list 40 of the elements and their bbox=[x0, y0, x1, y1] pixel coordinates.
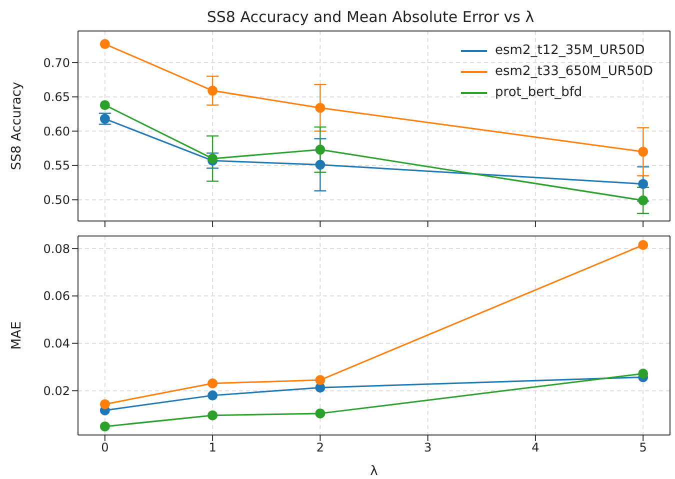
legend-label: prot_bert_bfd bbox=[495, 84, 582, 102]
legend-label: esm2_t12_35M_UR50D bbox=[495, 42, 645, 60]
point bbox=[100, 39, 110, 50]
point bbox=[315, 375, 326, 386]
y-tick-label: 0.04 bbox=[43, 336, 70, 351]
y-tick-label: 0.02 bbox=[43, 384, 70, 398]
x-tick-label: 5 bbox=[639, 440, 647, 455]
point bbox=[100, 399, 110, 410]
point bbox=[208, 86, 218, 96]
y-axis-title: SS8 Accuracy bbox=[10, 82, 25, 170]
point bbox=[208, 378, 218, 388]
point bbox=[638, 178, 648, 189]
point bbox=[638, 195, 648, 206]
x-axis-title: λ bbox=[370, 464, 378, 479]
y-tick-label: 0.08 bbox=[43, 242, 70, 256]
point bbox=[208, 390, 218, 400]
chart-title: SS8 Accuracy and Mean Absolute Error vs λ bbox=[206, 8, 536, 26]
point bbox=[315, 144, 326, 155]
legend-label: esm2_t33_650M_UR50D bbox=[495, 63, 653, 81]
point bbox=[315, 160, 326, 170]
point bbox=[100, 421, 110, 432]
point bbox=[638, 368, 648, 379]
y-tick-label: 0.55 bbox=[43, 158, 70, 173]
point bbox=[315, 102, 326, 113]
point bbox=[100, 100, 110, 110]
y-tick-label: 0.60 bbox=[43, 124, 70, 138]
x-tick-label: 0 bbox=[101, 440, 109, 455]
y-tick-label: 0.70 bbox=[43, 56, 70, 70]
x-tick-label: 2 bbox=[316, 440, 324, 455]
point bbox=[638, 240, 648, 250]
y-tick-label: 0.06 bbox=[43, 289, 70, 304]
point bbox=[208, 410, 218, 420]
y-tick-label: 0.50 bbox=[43, 192, 70, 207]
point bbox=[315, 408, 326, 418]
y-axis-title: MAE bbox=[10, 321, 25, 350]
x-tick-label: 4 bbox=[532, 440, 540, 455]
x-tick-label: 3 bbox=[424, 440, 432, 455]
y-tick-label: 0.65 bbox=[43, 90, 70, 104]
x-tick-label: 1 bbox=[208, 440, 216, 455]
point bbox=[638, 146, 648, 157]
